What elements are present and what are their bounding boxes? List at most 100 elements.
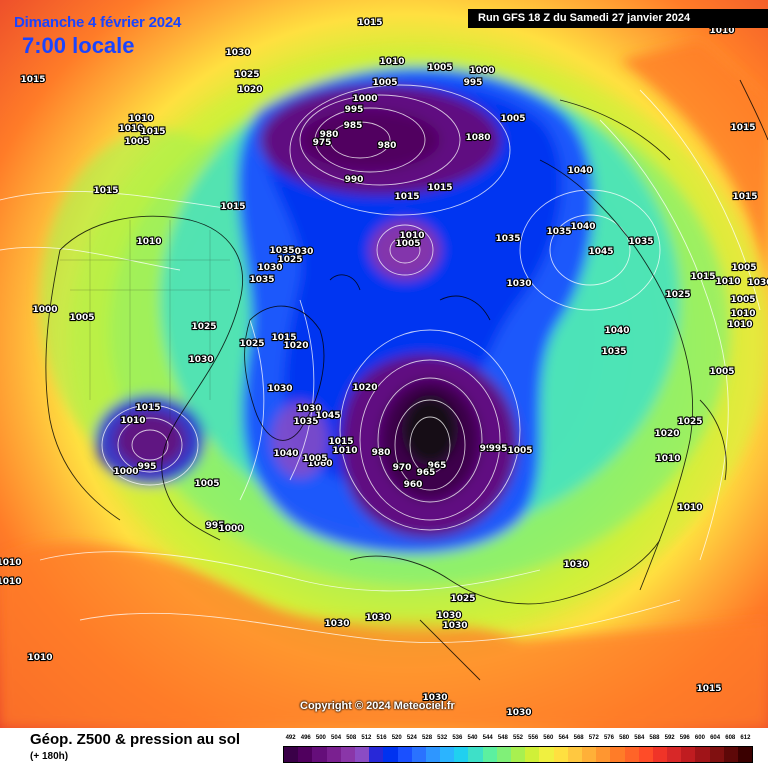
color-scale-swatch — [638, 747, 653, 762]
color-scale-swatch — [681, 747, 696, 762]
pressure-label: 1040 — [570, 222, 595, 232]
pressure-label: 1030 — [365, 613, 390, 623]
pressure-label: 960 — [404, 480, 423, 490]
color-scale-swatch — [326, 747, 341, 762]
copyright-notice: Copyright © 2024 Meteociel.fr — [300, 700, 455, 712]
pressure-label: 990 — [345, 175, 364, 185]
pressure-label: 1030 — [563, 560, 588, 570]
color-scale-tick-label: 592 — [664, 735, 675, 741]
pressure-label: 1030 — [188, 355, 213, 365]
color-scale-tick-label: 540 — [467, 735, 478, 741]
pressure-label: 1030 — [267, 384, 292, 394]
color-scale-tick-label: 532 — [437, 735, 448, 741]
pressure-label: 1030 — [422, 693, 447, 703]
pressure-label: 1015 — [328, 437, 353, 447]
pressure-label: 1005 — [395, 239, 420, 249]
pressure-label: 1035 — [546, 227, 571, 237]
pressure-label: 1015 — [357, 18, 382, 28]
pressure-label: 1035 — [293, 417, 318, 427]
pressure-label: 1030 — [257, 263, 282, 273]
color-scale — [283, 746, 753, 763]
graticule — [60, 220, 230, 420]
color-scale-swatch — [482, 747, 497, 762]
pressure-label: 1015 — [135, 403, 160, 413]
pressure-label: 995 — [138, 462, 157, 472]
color-scale-swatch — [723, 747, 738, 762]
color-scale-tick-label: 504 — [331, 735, 342, 741]
product-title: Géop. Z500 & pression au sol — [30, 731, 241, 748]
pressure-label: 1025 — [677, 417, 702, 427]
color-scale-swatch — [298, 747, 313, 762]
z500-shading — [0, 40, 768, 728]
color-scale-tick-label: 560 — [543, 735, 554, 741]
pressure-label: 1005 — [124, 137, 149, 147]
pressure-label: 985 — [344, 121, 363, 131]
color-scale-labels: 492 496 500 504 508 512 516 520 524 528 532 536 540 5… — [283, 735, 753, 745]
color-scale-tick-label: 588 — [649, 735, 660, 741]
color-scale-tick-label: 520 — [391, 735, 402, 741]
forecast-local-time: 7:00 locale — [22, 33, 135, 58]
pressure-label: 1000 — [113, 467, 138, 477]
color-scale-swatch — [525, 747, 540, 762]
pressure-label: 1005 — [427, 63, 452, 73]
pressure-label: 1015 — [20, 75, 45, 85]
pressure-label: 970 — [393, 463, 412, 473]
color-scale-swatch — [411, 747, 426, 762]
pressure-label: 1040 — [604, 326, 629, 336]
color-scale-swatch — [454, 747, 469, 762]
pressure-label: 1025 — [234, 70, 259, 80]
color-scale-tick-label: 516 — [376, 735, 387, 741]
color-scale-swatch — [610, 747, 625, 762]
pressure-label: 1035 — [269, 246, 294, 256]
color-scale-swatch — [652, 747, 668, 762]
pressure-label: 1005 — [69, 313, 94, 323]
pressure-label: 1010 — [136, 237, 161, 247]
color-scale-swatch — [567, 747, 582, 762]
pressure-label: 030 — [295, 247, 314, 257]
pressure-label: 1015 — [93, 186, 118, 196]
color-scale-tick-label: 568 — [573, 735, 584, 741]
forecast-hour: (+ 180h) — [30, 751, 69, 762]
color-scale-swatch — [440, 747, 455, 762]
color-scale-tick-label: 564 — [558, 735, 569, 741]
forecast-date: Dimanche 4 février 2024 — [14, 14, 182, 31]
pressure-label: 1010 — [27, 653, 52, 663]
pressure-label: 995 — [345, 105, 364, 115]
pressure-label: 980 — [372, 448, 391, 458]
color-scale-swatch — [397, 747, 412, 762]
pressure-label: 1030 — [747, 278, 768, 288]
color-scale-swatch — [369, 747, 384, 762]
color-scale-swatch — [553, 747, 568, 762]
color-scale-tick-label: 584 — [634, 735, 645, 741]
pressure-label: 1005 — [194, 479, 219, 489]
color-scale-swatch — [312, 747, 327, 762]
pressure-label: 1010 — [332, 446, 357, 456]
pressure-label: 1010 — [0, 577, 22, 587]
color-scale-swatch — [667, 747, 682, 762]
pressure-label: 1010 — [379, 57, 404, 67]
color-scale-tick-label: 552 — [512, 735, 524, 741]
color-scale-tick-label: 600 — [694, 735, 705, 741]
pressure-label: 1015 — [140, 127, 165, 137]
color-scale-swatch — [624, 747, 639, 762]
pressure-label: 995 — [489, 444, 508, 454]
color-scale-swatch — [738, 747, 753, 762]
pressure-label: 1030 — [506, 708, 531, 718]
pressure-label: 1010 — [120, 416, 145, 426]
pressure-label: 1010 — [715, 277, 740, 287]
color-scale-tick-label: 512 — [361, 735, 372, 741]
color-scale-swatch — [539, 747, 554, 762]
color-scale-swatch — [284, 747, 299, 762]
pressure-label: 995 — [480, 444, 499, 454]
color-scale-tick-label: 544 — [482, 735, 493, 741]
pressure-label: 1000 — [32, 305, 57, 315]
pressure-label: 1030 — [436, 611, 461, 621]
pressure-label: 1045 — [588, 247, 613, 257]
pressure-label: 1045 — [315, 411, 340, 421]
pressure-label: 1005 — [507, 446, 532, 456]
color-scale-tick-label: 548 — [497, 735, 508, 741]
pressure-label: 1030 — [225, 48, 250, 58]
pressure-label: 1025 — [239, 339, 264, 349]
color-scale-swatch — [383, 747, 398, 762]
pressure-label: 1025 — [450, 594, 475, 604]
